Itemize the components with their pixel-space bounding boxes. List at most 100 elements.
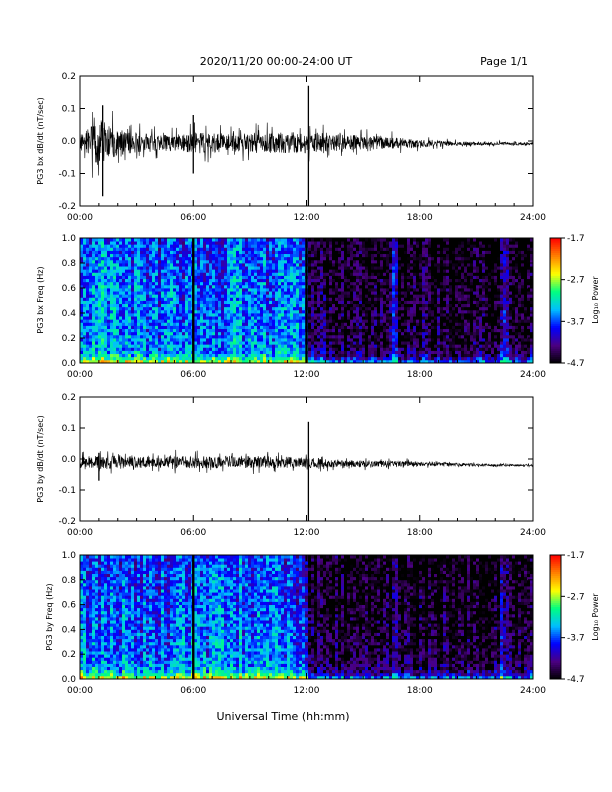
spectrogram-cell	[368, 288, 372, 292]
spectrogram-cell	[275, 334, 279, 339]
spectrogram-cell	[389, 300, 393, 305]
spectrogram-cell	[290, 316, 294, 320]
spectrogram-cell	[134, 259, 138, 264]
spectrogram-cell	[89, 338, 93, 342]
spectrogram-cell	[206, 294, 210, 298]
spectrogram-cell	[254, 306, 258, 311]
spectrogram-cell	[425, 247, 429, 251]
spectrogram-cell	[296, 256, 300, 261]
spectrogram-cell	[311, 338, 315, 342]
spectrogram-cell	[332, 322, 336, 326]
spectrogram-cell	[428, 297, 432, 301]
spectrogram-cell	[179, 291, 183, 295]
spectrogram-cell	[209, 325, 213, 330]
spectrogram-cell	[158, 238, 162, 242]
spectrogram-cell	[101, 256, 105, 261]
spectrogram-cell	[362, 350, 366, 355]
spectrogram-cell	[392, 297, 396, 301]
spectrogram-cell	[176, 281, 180, 286]
spectrogram-cell	[113, 313, 117, 317]
spectrogram-cell	[152, 294, 156, 298]
spectrogram-cell	[203, 319, 207, 323]
spectrogram-cell	[245, 322, 249, 326]
spectrogram-cell	[95, 322, 99, 326]
spectrogram-cell	[290, 281, 294, 286]
spectrogram-cell	[416, 272, 420, 276]
spectrogram-cell	[140, 269, 144, 273]
spectrogram-cell	[134, 344, 138, 348]
spectrogram-cell	[449, 353, 453, 358]
spectrogram-cell	[299, 303, 303, 308]
spectrogram-cell	[146, 263, 150, 267]
spectrogram-cell	[134, 334, 138, 339]
spectrogram-cell	[251, 278, 255, 283]
spectrogram-cell	[437, 284, 441, 289]
spectrogram-cell	[92, 344, 96, 348]
spectrogram-cell	[341, 244, 345, 248]
spectrogram-cell	[170, 244, 174, 248]
spectrogram-cell	[290, 241, 294, 245]
spectrogram-cell	[356, 266, 360, 270]
spectrogram-cell	[230, 316, 234, 320]
spectrogram-cell	[98, 247, 102, 251]
spectrogram-cell	[287, 247, 291, 251]
spectrogram-cell	[92, 316, 96, 320]
spectrogram-cell	[278, 269, 282, 273]
spectrogram-cell	[227, 325, 231, 330]
spectrogram-cell	[176, 338, 180, 342]
spectrogram-cell	[332, 244, 336, 248]
spectrogram-cell	[314, 338, 318, 342]
spectrogram-cell	[227, 316, 231, 320]
spectrogram-cell	[212, 300, 216, 305]
spectrogram-cell	[155, 322, 159, 326]
spectrogram-cell	[206, 313, 210, 317]
spectrogram-cell	[236, 297, 240, 301]
spectrogram-cell	[407, 250, 411, 255]
spectrogram-cell	[293, 288, 297, 292]
spectrogram-cell	[197, 284, 201, 289]
spectrogram-cell	[290, 331, 294, 336]
spectrogram-cell	[89, 325, 93, 330]
spectrogram-cell	[326, 338, 330, 342]
spectrogram-cell	[356, 269, 360, 273]
spectrogram-cell	[410, 266, 414, 270]
spectrogram-cell	[116, 266, 120, 270]
spectrogram-cell	[200, 359, 204, 364]
spectrogram-cell	[266, 256, 270, 261]
spectrogram-cell	[404, 288, 408, 292]
spectrogram-cell	[326, 309, 330, 314]
spectrogram-cell	[440, 328, 444, 333]
spectrogram-cell	[98, 350, 102, 355]
spectrogram-cell	[215, 275, 219, 280]
spectrogram-cell	[440, 356, 444, 361]
spectrogram-cell	[380, 284, 384, 289]
spectrogram-cell	[236, 263, 240, 267]
spectrogram-cell	[149, 334, 153, 339]
spectrogram-cell	[317, 256, 321, 261]
spectrogram-cell	[227, 294, 231, 298]
spectrogram-cell	[137, 347, 141, 351]
spectrogram-cell	[446, 241, 450, 245]
spectrogram-cell	[329, 350, 333, 355]
spectrogram-cell	[164, 278, 168, 283]
spectrogram-cell	[284, 294, 288, 298]
spectrogram-cell	[335, 278, 339, 283]
spectrogram-cell	[167, 266, 171, 270]
spectrogram-cell	[155, 244, 159, 248]
spectrogram-cell	[254, 263, 258, 267]
spectrogram-cell	[170, 347, 174, 351]
spectrogram-cell	[95, 303, 99, 308]
spectrogram-cell	[200, 313, 204, 317]
spectrogram-cell	[401, 319, 405, 323]
spectrogram-cell	[80, 325, 84, 330]
spectrogram-cell	[284, 306, 288, 311]
spectrogram-cell	[356, 359, 360, 364]
spectrogram-cell	[107, 350, 111, 355]
spectrogram-cell	[257, 350, 261, 355]
spectrogram-cell	[368, 291, 372, 295]
spectrogram-cell	[422, 334, 426, 339]
spectrogram-cell	[371, 306, 375, 311]
spectrogram-cell	[383, 244, 387, 248]
spectrogram-cell	[98, 334, 102, 339]
spectrogram-cell	[359, 238, 363, 242]
